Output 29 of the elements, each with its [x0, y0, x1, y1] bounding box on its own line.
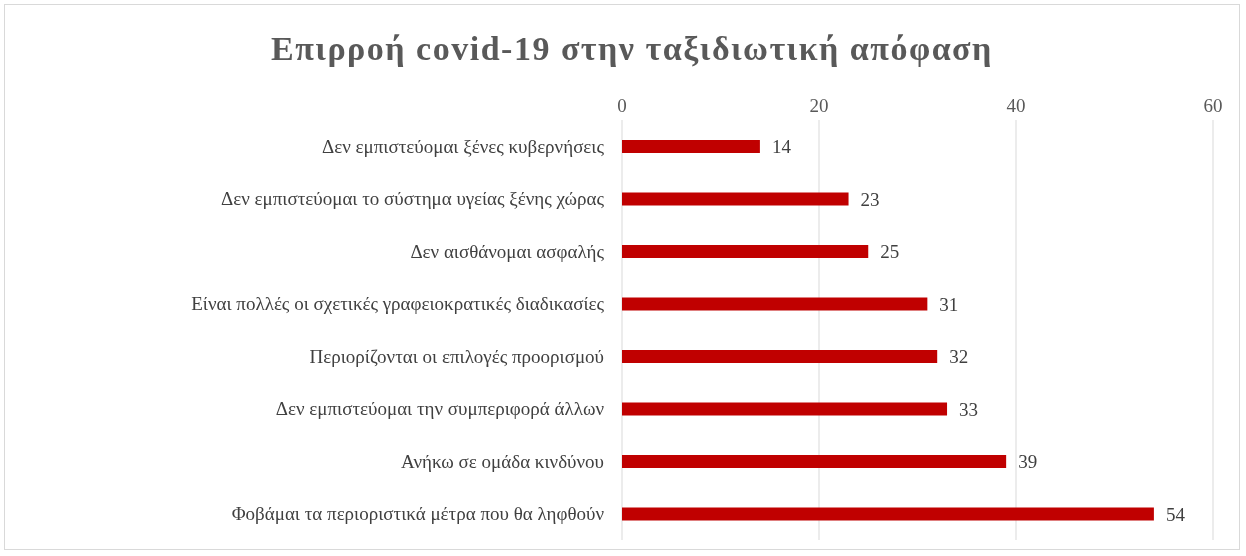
bar — [622, 350, 938, 363]
y-tick-label: Ανήκω σε ομάδα κινδύνου — [401, 450, 604, 472]
chart-title: Επιρροή covid-19 στην ταξιδιωτική απόφαση — [270, 30, 994, 68]
bar — [622, 192, 849, 206]
data-label: 33 — [959, 398, 979, 420]
data-label: 23 — [860, 188, 880, 210]
bar — [622, 455, 1007, 468]
y-tick-label: Δεν αισθάνομαι ασφαλής — [410, 240, 605, 262]
x-tick-label: 40 — [1006, 95, 1026, 116]
y-tick-label: Δεν εμπιστεύομαι το σύστημα υγείας ξένης χώρας — [221, 188, 605, 210]
data-label: 32 — [949, 346, 969, 368]
data-label: 39 — [1018, 451, 1038, 473]
y-tick-label: Είναι πολλές οι σχετικές γραφειοκρατικές διαδικασίες — [191, 293, 605, 315]
bar — [622, 507, 1154, 521]
x-tick-label: 0 — [617, 95, 627, 116]
bar — [622, 402, 948, 416]
y-tick-label: Περιορίζονται οι επιλογές προορισμού — [309, 345, 604, 367]
data-label: 25 — [880, 241, 900, 263]
data-label: 14 — [771, 136, 792, 158]
y-tick-label: Δεν εμπιστεύομαι την συμπεριφορά άλλων — [275, 398, 605, 420]
y-tick-label: Φοβάμαι τα περιοριστικά μέτρα που θα ληφθούν — [231, 503, 605, 525]
y-tick-label: Δεν εμπιστεύομαι ξένες κυβερνήσεις — [322, 135, 605, 157]
bar — [622, 297, 928, 311]
data-label: 54 — [1165, 503, 1186, 525]
bar — [622, 140, 760, 153]
bar — [622, 245, 869, 258]
x-tick-label: 20 — [809, 95, 829, 116]
x-tick-label: 60 — [1203, 95, 1223, 116]
data-label: 31 — [939, 293, 959, 315]
